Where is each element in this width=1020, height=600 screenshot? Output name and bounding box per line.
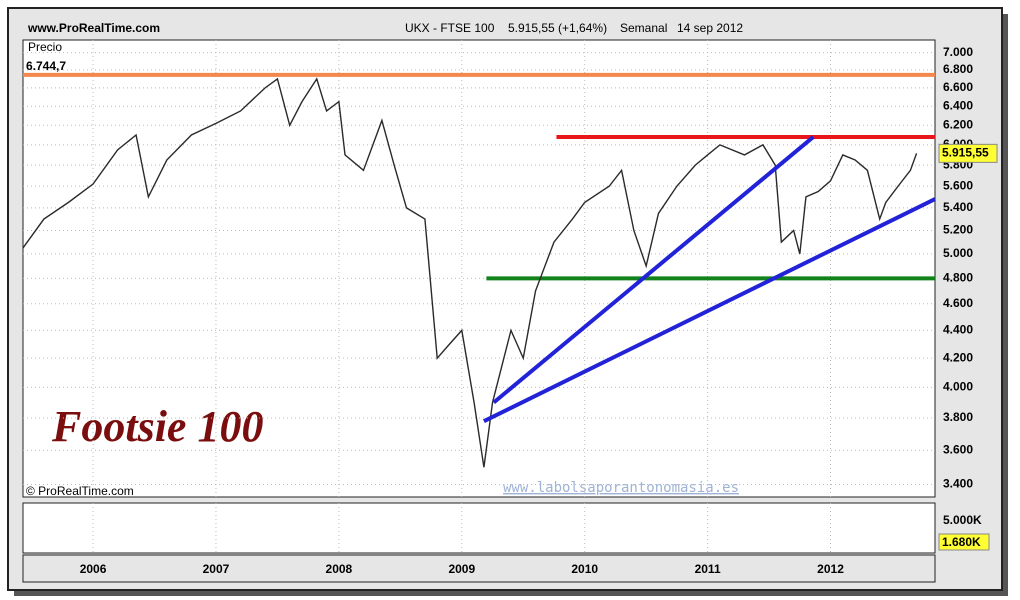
y-tick-label: 4.000 <box>943 380 973 394</box>
level-label: 6.744,7 <box>26 59 66 73</box>
x-tick-label: 2009 <box>448 562 475 576</box>
y-tick-label: 5.400 <box>943 200 973 214</box>
y-tick-label: 6.200 <box>943 117 973 131</box>
period: Semanal <box>620 21 667 35</box>
y-tick-label: 3.800 <box>943 410 973 424</box>
x-tick-label: 2011 <box>695 562 721 576</box>
x-tick-label: 2006 <box>80 562 107 576</box>
y-tick-label: 4.200 <box>943 350 973 364</box>
trend-line <box>483 197 936 423</box>
y-tick-label: 6.600 <box>943 80 973 94</box>
price-panel <box>22 39 936 498</box>
y-tick-label: 5.200 <box>943 223 973 237</box>
y-tick-label: 4.400 <box>943 323 973 337</box>
quote: 5.915,55 (+1,64%) <box>508 21 607 35</box>
y-tick-label: 3.400 <box>943 477 973 491</box>
volume-last-box <box>938 533 990 551</box>
site: www.ProRealTime.com <box>27 21 160 35</box>
y-tick-label: 3.600 <box>943 443 973 457</box>
trend-line <box>492 135 815 405</box>
date: 14 sep 2012 <box>677 21 743 35</box>
price-line <box>22 77 918 468</box>
y-tick-label: 5.600 <box>943 178 973 192</box>
y-label: Precio <box>28 40 62 54</box>
y-tick-label: 4.600 <box>943 296 973 310</box>
chart-title: Footsie 100 <box>51 402 263 451</box>
last-price-label: 5.915,55 <box>942 146 989 160</box>
copyright: © ProRealTime.com <box>26 484 134 498</box>
volume-panel <box>22 502 936 554</box>
y-tick-label: 6.400 <box>943 98 973 112</box>
y-tick-label: 7.000 <box>943 45 973 59</box>
y-tick-label: 5.000 <box>943 246 973 260</box>
last-price-box <box>938 143 998 163</box>
time-axis <box>22 554 936 583</box>
x-tick-label: 2012 <box>817 562 844 576</box>
volume-tick-label: 5.000K <box>943 513 982 527</box>
x-tick-label: 2007 <box>203 562 230 576</box>
x-tick-label: 2010 <box>571 562 598 576</box>
instrument: UKX - FTSE 100 <box>405 21 495 35</box>
y-tick-label: 6.800 <box>943 62 973 76</box>
x-tick-label: 2008 <box>326 562 353 576</box>
y-tick-label: 4.800 <box>943 270 973 284</box>
watermark-link[interactable]: www.labolsaporantonomasia.es <box>503 480 739 496</box>
volume-last-label: 1.680K <box>942 535 981 549</box>
